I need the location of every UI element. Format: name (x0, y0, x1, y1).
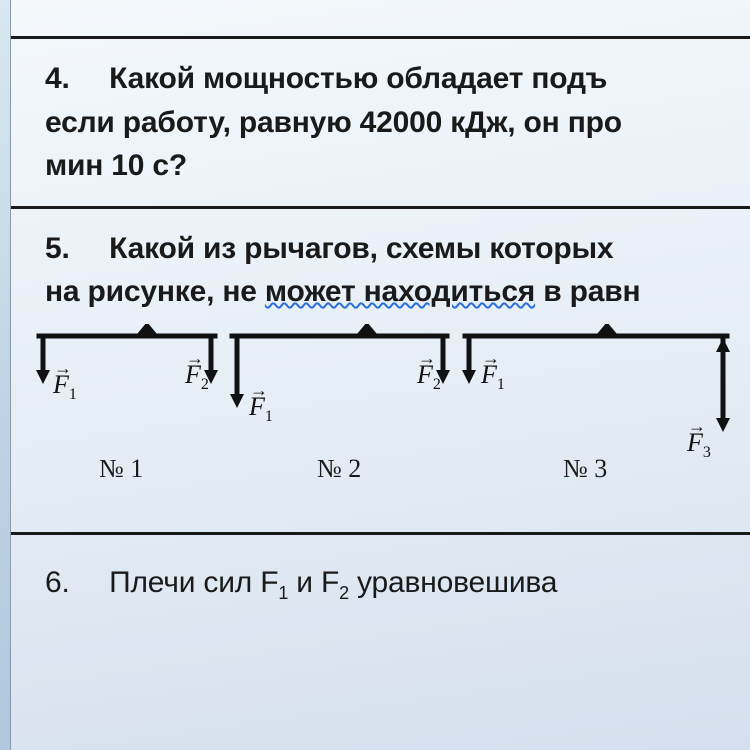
lever-number-label: № 1 (99, 454, 143, 484)
q5-number: 5. (45, 227, 101, 271)
q6-sub1: 1 (278, 583, 288, 603)
q5-line2: на рисунке, не может находиться в равн (45, 270, 750, 314)
q4-number: 4. (45, 57, 101, 101)
worksheet-page: 4. Какой мощностью обладает подъ если ра… (10, 0, 750, 750)
force-label: →F1 (249, 392, 273, 426)
q6-ta: Плечи сил F (109, 566, 278, 599)
q4-line1: 4. Какой мощностью обладает подъ (45, 57, 750, 101)
q4-text1: Какой мощностью обладает подъ (109, 62, 607, 95)
question-4: 4. Какой мощностью обладает подъ если ра… (11, 39, 750, 206)
q5-text1: Какой из рычагов, схемы которых (109, 232, 613, 265)
q4-line3: мин 10 с? (45, 144, 750, 188)
force-label: →F3 (687, 428, 711, 462)
levers-svg (27, 324, 750, 514)
q5-wavy: может находиться (265, 275, 535, 308)
question-5: 5. Какой из рычагов, схемы которых на ри… (11, 209, 750, 532)
lever-number-label: № 3 (563, 454, 607, 484)
force-label: →F2 (185, 360, 209, 394)
q6-tb: и F (288, 566, 339, 599)
q5-line1: 5. Какой из рычагов, схемы которых (45, 227, 750, 271)
q6-line: 6. Плечи сил F1 и F2 уравновешива (45, 561, 750, 606)
force-label: →F2 (417, 360, 441, 394)
force-label: →F1 (481, 360, 505, 394)
lever-number-label: № 2 (317, 454, 361, 484)
levers-diagram: →F1 →F2 № 1 →F1 →F2 № 2 →F1 →F3 № 3 (27, 324, 750, 514)
q6-number: 6. (45, 561, 101, 605)
q5-text2b: в равн (535, 275, 640, 308)
q6-sub2: 2 (339, 583, 349, 603)
q5-text2a: на рисунке, не (45, 275, 265, 308)
question-6: 6. Плечи сил F1 и F2 уравновешива (11, 535, 750, 624)
q4-line2: если работу, равную 42000 кДж, он про (45, 101, 750, 145)
q6-tc: уравновешива (349, 566, 557, 599)
force-label: →F1 (53, 370, 77, 404)
